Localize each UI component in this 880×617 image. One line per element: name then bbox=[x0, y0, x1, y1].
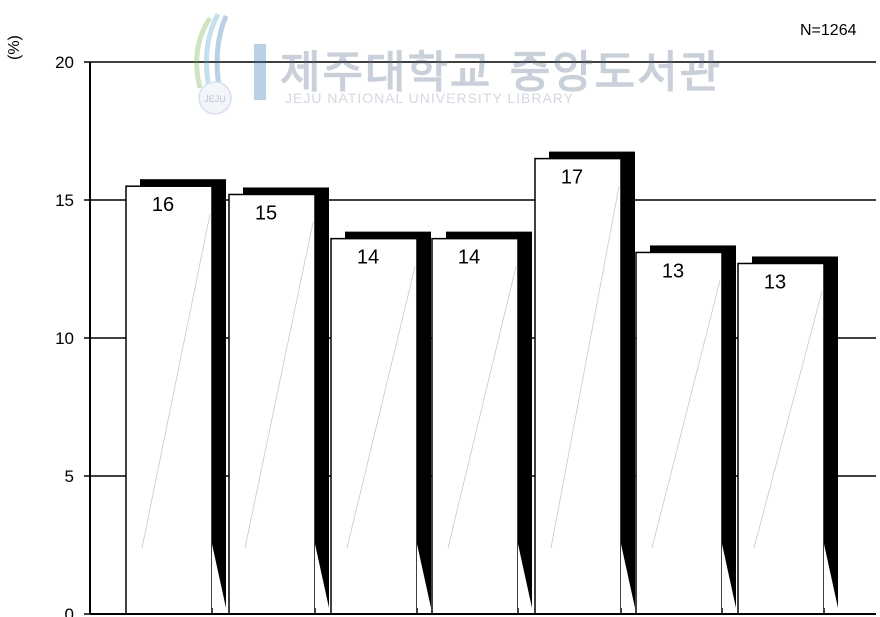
bar-value-label: 17 bbox=[561, 167, 583, 189]
bar-value-label: 13 bbox=[764, 271, 786, 293]
bar: 17 bbox=[534, 151, 635, 615]
y-axis-unit-label: (%) bbox=[6, 35, 23, 60]
bar-value-label: 13 bbox=[662, 260, 684, 282]
bar: 15 bbox=[228, 187, 329, 615]
bar: 13 bbox=[737, 256, 838, 615]
y-tick-label: 15 bbox=[55, 191, 74, 210]
bar-face bbox=[737, 262, 825, 615]
bar-highlight bbox=[141, 214, 211, 549]
bar-bevel bbox=[212, 544, 226, 608]
y-tick-label: 0 bbox=[65, 605, 74, 617]
bar-bevel bbox=[518, 544, 532, 608]
bar-highlight bbox=[550, 186, 620, 549]
bar: 14 bbox=[330, 231, 431, 615]
bar: 13 bbox=[635, 245, 736, 615]
bar-face bbox=[125, 185, 213, 615]
bar-value-label: 16 bbox=[152, 194, 174, 216]
y-tick-label: 10 bbox=[55, 329, 74, 348]
bar-face bbox=[330, 237, 418, 615]
bar-bevel bbox=[824, 544, 838, 608]
bar-face bbox=[534, 157, 622, 615]
bar-highlight bbox=[346, 266, 416, 549]
y-tick-label: 5 bbox=[65, 467, 74, 486]
bar-highlight bbox=[244, 222, 314, 549]
bar-highlight bbox=[447, 266, 517, 549]
bar-value-label: 15 bbox=[255, 202, 277, 224]
y-axis: 0 5 10 15 20 bbox=[55, 53, 876, 617]
bars: 16 15 14 14 17 13 13 bbox=[125, 151, 838, 615]
bar: 14 bbox=[431, 231, 532, 615]
bar: 16 bbox=[125, 179, 226, 615]
bar-face bbox=[431, 237, 519, 615]
y-tick-label: 20 bbox=[55, 53, 74, 72]
bar-highlight bbox=[651, 280, 721, 549]
bar-value-label: 14 bbox=[458, 247, 480, 269]
bar-bevel bbox=[315, 544, 329, 608]
bar-bevel bbox=[621, 544, 635, 608]
bar-bevel bbox=[722, 544, 736, 608]
bar-face bbox=[228, 193, 316, 615]
sample-size-label: N=1264 bbox=[800, 22, 857, 39]
bar-face bbox=[635, 251, 723, 615]
bar-highlight bbox=[753, 291, 823, 549]
bar-bevel bbox=[417, 544, 431, 608]
bar-value-label: 14 bbox=[357, 247, 379, 269]
